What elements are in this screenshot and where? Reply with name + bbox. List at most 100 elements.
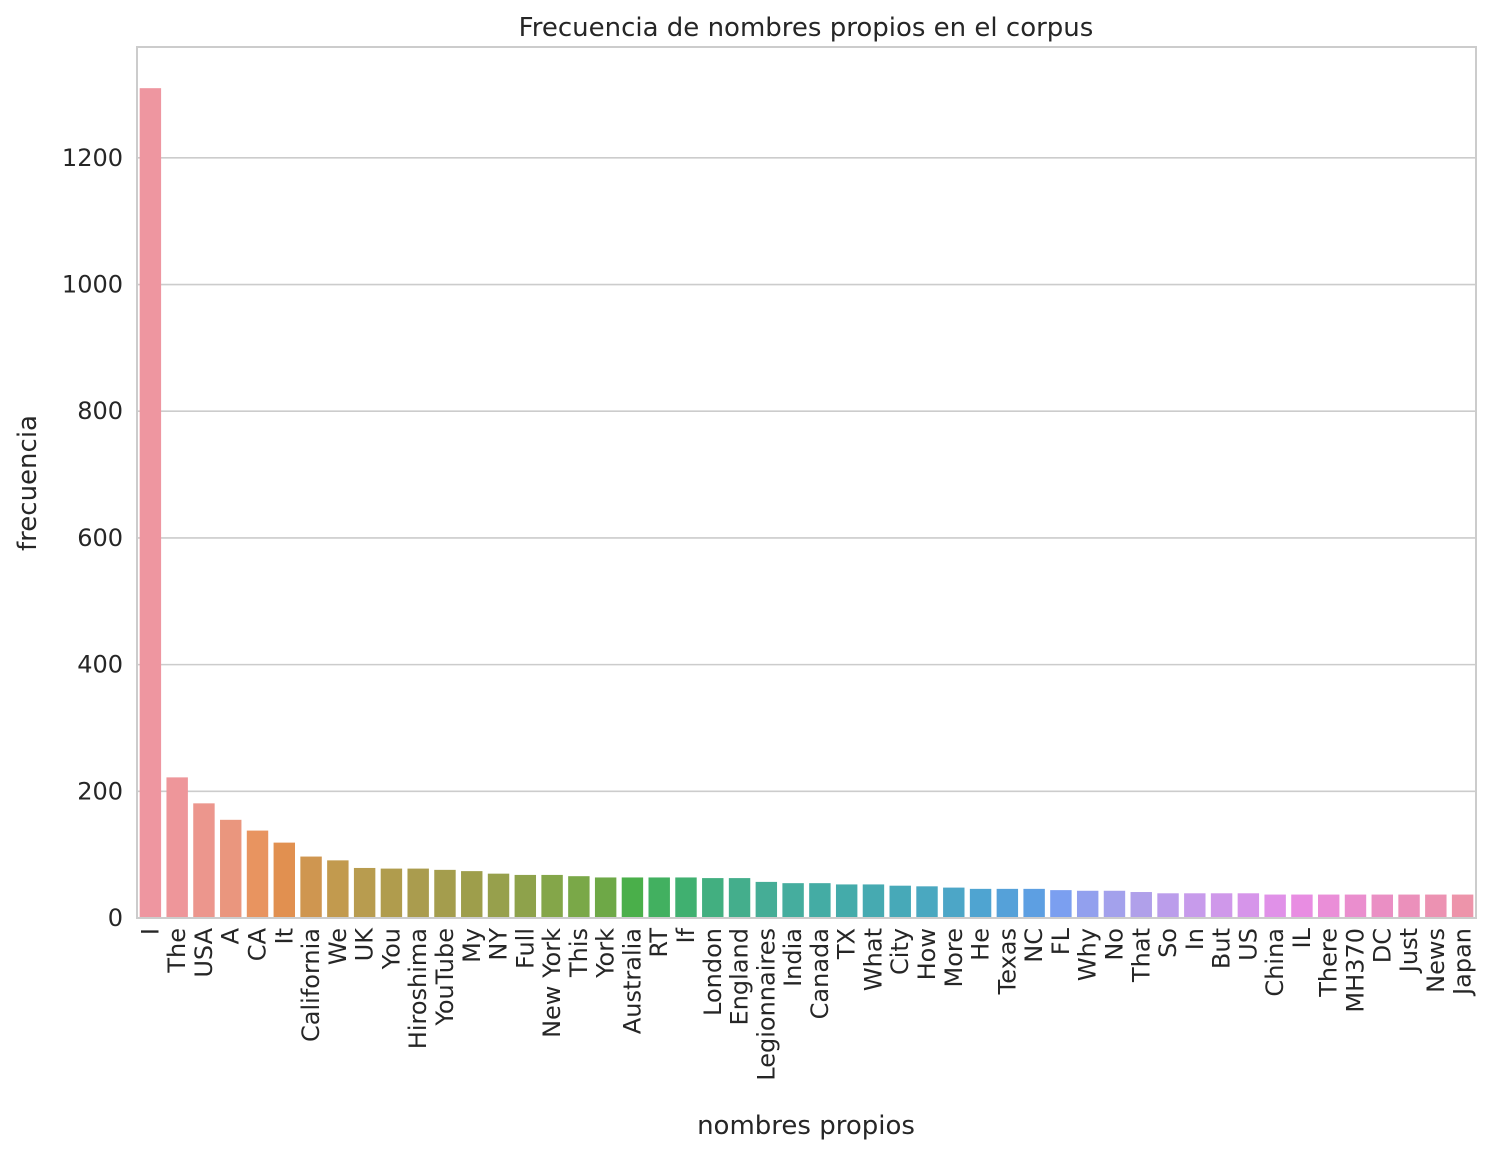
x-tick-label: NC <box>1020 928 1048 963</box>
x-tick-label: This <box>565 928 593 978</box>
bar-china <box>1264 894 1286 918</box>
x-tick-label: London <box>699 928 727 1016</box>
x-tick-label: Why <box>1074 928 1102 981</box>
x-tick-label: York <box>592 928 620 979</box>
bar-a <box>220 819 242 918</box>
x-tick-label: YouTube <box>431 928 459 1027</box>
bar-tx <box>835 884 858 918</box>
x-tick-label: India <box>779 928 807 987</box>
bar-youtube <box>434 869 456 918</box>
x-tick-label: We <box>324 928 352 965</box>
x-tick-labels: ITheUSAACAItCaliforniaWeUKYouHiroshimaYo… <box>136 927 1476 1081</box>
bar-more <box>943 887 965 918</box>
x-tick-label: City <box>886 928 914 975</box>
x-axis-label: nombres propios <box>697 1111 915 1141</box>
x-tick-label: There <box>1315 928 1343 998</box>
bar-i <box>139 88 162 918</box>
x-tick-label: RT <box>645 928 673 958</box>
bar-texas <box>996 888 1019 918</box>
y-axis-label: frecuencia <box>13 415 43 551</box>
bar-in <box>1184 893 1206 918</box>
y-tick-label: 800 <box>77 397 123 425</box>
bar-india <box>782 883 804 918</box>
x-tick-label: In <box>1181 928 1209 950</box>
bar-japan <box>1451 894 1474 918</box>
x-tick-label: Canada <box>806 928 834 1019</box>
bar-california <box>300 856 322 918</box>
bar-nc <box>1023 888 1045 918</box>
bar-city <box>889 885 911 918</box>
bar-usa <box>193 803 215 918</box>
gridlines <box>137 157 1476 919</box>
bar-york <box>594 877 617 918</box>
x-tick-label: You <box>377 928 405 970</box>
plot-frame <box>136 46 1477 919</box>
bar-london <box>702 878 724 918</box>
x-tick-label: Australia <box>618 928 646 1034</box>
x-tick-label: How <box>913 928 941 980</box>
x-tick-label: The <box>163 928 191 974</box>
bar-ny <box>487 873 510 918</box>
x-tick-label: China <box>1261 928 1289 997</box>
x-tick-label: FL <box>1047 927 1075 955</box>
x-tick-label: My <box>458 928 486 963</box>
x-tick-label: No <box>1100 928 1128 961</box>
x-tick-label: California <box>297 928 325 1042</box>
y-tick-label: 200 <box>77 777 123 805</box>
x-tick-label: USA <box>190 927 218 977</box>
bar-ca <box>246 830 269 918</box>
y-tick-label: 400 <box>77 651 123 679</box>
bar-so <box>1157 893 1179 918</box>
x-tick-label: He <box>967 928 995 961</box>
bar-you <box>380 868 403 918</box>
bar-it <box>273 842 296 918</box>
bar-hiroshima <box>407 868 429 918</box>
bar-he <box>969 888 992 918</box>
bar-my <box>461 871 483 918</box>
y-tick-label: 1200 <box>62 144 123 172</box>
bar-what <box>862 884 885 918</box>
x-tick-label: New York <box>538 928 566 1038</box>
y-tick-label: 600 <box>77 524 123 552</box>
x-tick-label: DC <box>1368 928 1396 963</box>
bar-the <box>166 777 188 918</box>
chart-title: Frecuencia de nombres propios en el corp… <box>519 13 1094 43</box>
x-tick-label: TX <box>833 928 861 960</box>
x-tick-label: Just <box>1395 928 1423 974</box>
x-tick-label: Texas <box>993 928 1021 995</box>
bar-dc <box>1371 894 1393 918</box>
bar-how <box>916 886 938 918</box>
bar-uk <box>353 867 376 918</box>
bar-if <box>675 877 697 918</box>
bar-legionnaires <box>755 881 778 918</box>
bar-this <box>568 876 590 918</box>
x-tick-label: MH370 <box>1341 928 1369 1013</box>
bar-mh370 <box>1344 894 1367 918</box>
x-tick-label: Japan <box>1449 928 1477 997</box>
bar-that <box>1130 892 1152 918</box>
bar-australia <box>621 877 644 918</box>
x-tick-label: Legionnaires <box>752 928 780 1081</box>
x-tick-label: What <box>859 928 887 991</box>
bar-but <box>1210 893 1233 918</box>
x-tick-label: NY <box>485 928 513 961</box>
x-tick-label: So <box>1154 928 1182 958</box>
bar-rt <box>648 877 670 918</box>
y-tick-labels: 0 200 400 600 800 1000 1200 <box>62 144 123 932</box>
x-tick-label: More <box>940 928 968 988</box>
bar-il <box>1291 894 1313 918</box>
x-tick-label: But <box>1208 928 1236 969</box>
bar-just <box>1398 894 1420 918</box>
bar-canada <box>809 883 831 918</box>
bar-full <box>514 874 537 918</box>
bar-there <box>1317 894 1340 918</box>
x-tick-label: UK <box>351 927 379 962</box>
x-tick-label: Full <box>511 928 539 969</box>
x-tick-label: I <box>136 928 164 935</box>
x-tick-label: It <box>270 928 298 945</box>
bar-why <box>1076 890 1099 918</box>
bar-fl <box>1050 890 1072 918</box>
x-tick-label: That <box>1127 928 1155 983</box>
bar-no <box>1103 890 1126 918</box>
